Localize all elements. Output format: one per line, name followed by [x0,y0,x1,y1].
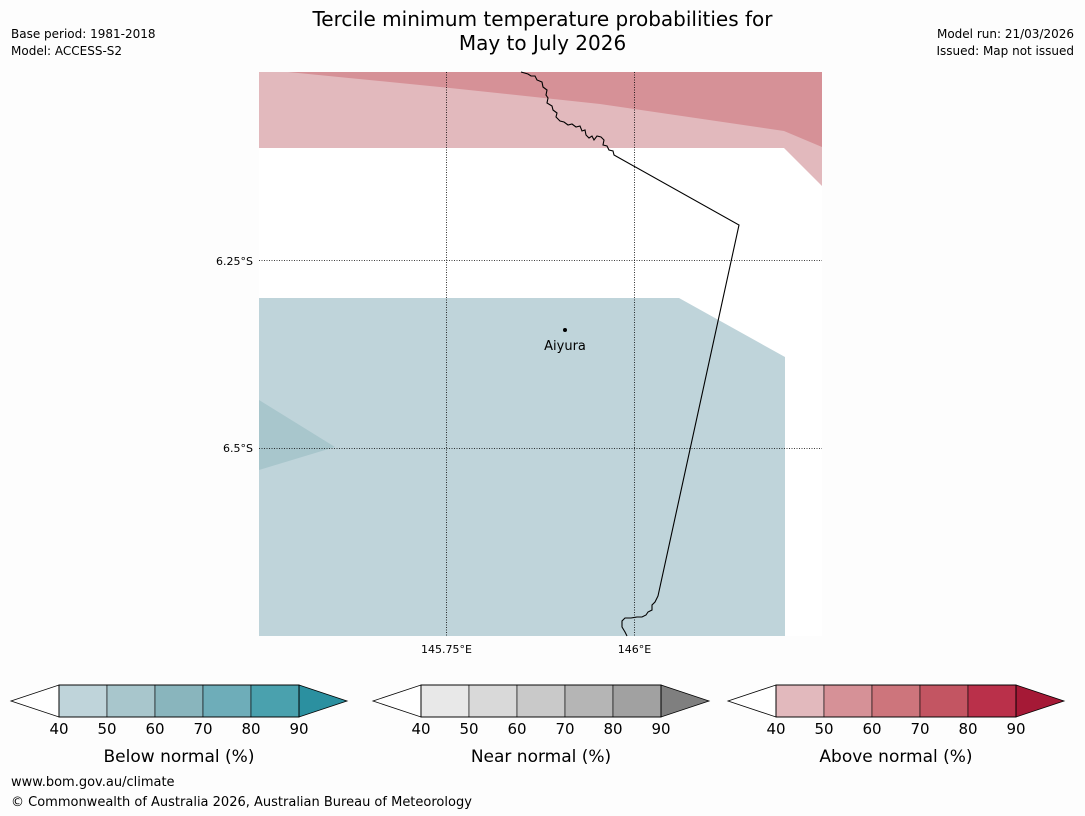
lat-label-6-5s: 6.5°S [223,442,253,455]
colorbar-above-outline [775,684,1017,718]
colorbar-above-block-50-60 [823,684,873,718]
colorbar-near-above-90-extension [660,684,711,718]
colorbar-near-tick-label: 50 [459,720,478,738]
colorbar-below-block-80-90 [250,684,300,718]
base-period-text: Base period: 1981-2018 [11,27,156,41]
colorbar-near-outline [420,684,662,718]
lat-label-6-25s: 6.25°S [216,255,253,268]
colorbar-below: 40 50 60 70 80 90 Below normal (%) [9,684,349,767]
colorbar-below-outline [58,684,300,718]
issued-text: Issued: Map not issued [936,44,1074,58]
colorbar-above-block-60-70 [871,684,921,718]
colorbar-below-block-50-60 [106,684,156,718]
colorbar-near-block-50-60 [468,684,518,718]
lon-label-145-75e: 145.75°E [421,643,472,656]
place-label-aiyura: Aiyura [544,339,586,354]
meta-right: Model run: 21/03/2026 Issued: Map not is… [936,26,1074,60]
colorbar-near-title: Near normal (%) [471,747,611,767]
colorbar-near-block-70-80 [564,684,614,718]
colorbar-below-title: Below normal (%) [104,747,255,767]
colorbar-below-tick-label: 60 [145,720,164,738]
colorbar-near-block-80-90 [612,684,662,718]
colorbar-near-below-40-extension [371,684,422,718]
place-marker-aiyura [563,328,567,332]
colorbar-below-block-70-80 [202,684,252,718]
colorbar-near-block-60-70 [516,684,566,718]
colorbar-near-tick-label: 80 [603,720,622,738]
colorbar-below-tick-label: 50 [97,720,116,738]
colorbar-above-block-80-90 [967,684,1017,718]
colorbar-near-tick-label: 90 [651,720,670,738]
model-run-text: Model run: 21/03/2026 [936,27,1074,41]
meta-left: Base period: 1981-2018 Model: ACCESS-S2 [11,26,156,60]
colorbar-below-block-40-50 [58,684,108,718]
map-title-line-2: May to July 2026 [458,31,627,55]
colorbar-above-tick-label: 80 [958,720,977,738]
map-title-line-1: Tercile minimum temperature probabilitie… [312,7,773,31]
footer-copyright: © Commonwealth of Australia 2026, Austra… [11,795,472,810]
colorbar-above-tick-label: 50 [814,720,833,738]
colorbar-above-below-40-extension [726,684,777,718]
international-border-line [520,71,740,637]
colorbar-near-tick-label: 70 [555,720,574,738]
forecast-map: Aiyura 6.25°S 6.5°S 145.75°E 146°E 40 50 6… [9,71,1066,767]
model-text: Model: ACCESS-S2 [11,44,123,58]
colorbar-legends: 40 50 60 70 80 90 Below normal (%) 40 50 60 70 80 90… [9,684,1066,767]
colorbar-below-tick-label: 80 [241,720,260,738]
colorbar-below-block-60-70 [154,684,204,718]
colorbar-near-block-40-50 [420,684,470,718]
colorbar-above-tick-label: 70 [910,720,929,738]
colorbar-below-below-40-extension [9,684,60,718]
colorbar-near: 40 50 60 70 80 90 Near normal (%) [371,684,711,767]
colorbar-above-above-90-extension [1015,684,1066,718]
colorbar-above-tick-label: 40 [766,720,785,738]
colorbar-below-tick-label: 70 [193,720,212,738]
colorbar-near-tick-label: 60 [507,720,526,738]
colorbar-above-tick-label: 60 [862,720,881,738]
colorbar-near-tick-label: 40 [411,720,430,738]
lon-label-146e: 146°E [618,643,651,656]
colorbar-above: 40 50 60 70 80 90 Above normal (%) [726,684,1066,767]
colorbar-above-block-70-80 [919,684,969,718]
colorbar-below-above-90-extension [298,684,349,718]
colorbar-below-tick-label: 40 [49,720,68,738]
colorbar-below-tick-label: 90 [289,720,308,738]
below-normal-50-60-region [259,400,335,470]
colorbar-above-title: Above normal (%) [819,747,972,767]
colorbar-above-tick-label: 90 [1006,720,1025,738]
above-normal-50-60-region [288,72,822,147]
footer-url: www.bom.gov.au/climate [11,775,175,790]
below-normal-40-50-region [259,298,785,636]
colorbar-above-block-40-50 [775,684,825,718]
